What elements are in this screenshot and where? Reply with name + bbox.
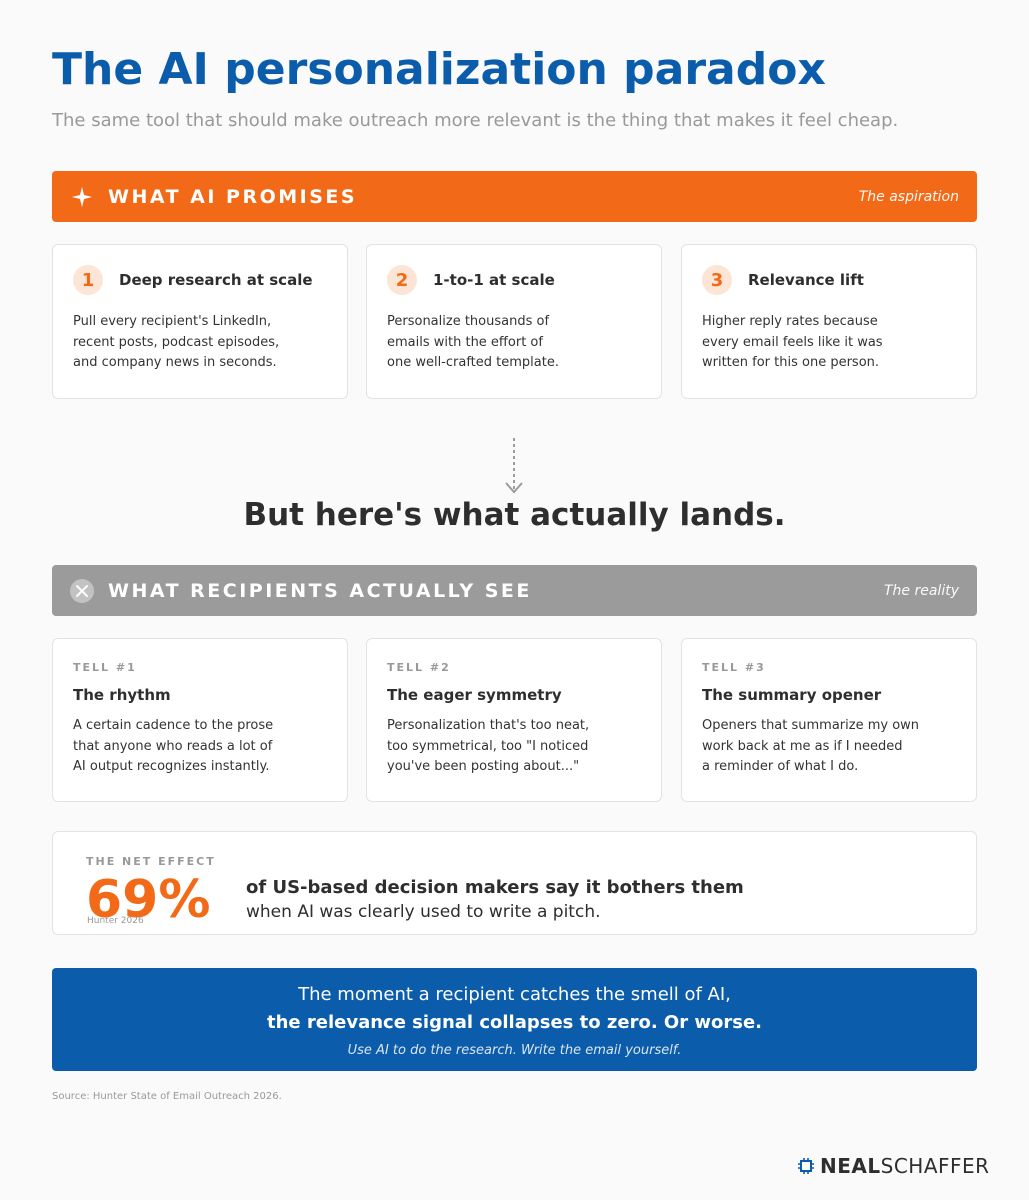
tell-tag: TELL #3 bbox=[702, 661, 766, 674]
closing-advice: Use AI to do the research. Write the ema… bbox=[347, 1043, 682, 1058]
reality-label: WHAT RECIPIENTS ACTUALLY SEE bbox=[108, 579, 532, 602]
brand-second: SCHAFFER bbox=[880, 1154, 990, 1178]
tell-title: The summary opener bbox=[702, 686, 882, 704]
promises-note: The aspiration bbox=[858, 188, 959, 205]
sparkle-icon bbox=[70, 185, 94, 209]
pivot-heading: But here's what actually lands. bbox=[243, 497, 786, 533]
closing-banner: The moment a recipient catches the smell… bbox=[52, 968, 977, 1071]
page-title: The AI personalization paradox bbox=[52, 44, 826, 95]
page-subtitle: The same tool that should make outreach … bbox=[52, 110, 899, 131]
tell-card: TELL #2 The eager symmetry Personalizati… bbox=[366, 638, 662, 802]
promises-banner: WHAT AI PROMISES The aspiration bbox=[52, 171, 977, 222]
net-effect-card: THE NET EFFECT 69% Hunter 2026 of US-bas… bbox=[52, 831, 977, 935]
promises-label: WHAT AI PROMISES bbox=[108, 185, 358, 208]
tell-body: A certain cadence to the prose that anyo… bbox=[73, 718, 274, 774]
tell-title: The rhythm bbox=[73, 686, 171, 704]
net-effect-source: Hunter 2026 bbox=[87, 916, 144, 926]
promise-title: Relevance lift bbox=[748, 271, 864, 289]
net-effect-tag: THE NET EFFECT bbox=[86, 855, 216, 868]
net-effect-detail: when AI was clearly used to write a pitc… bbox=[246, 902, 601, 922]
closing-emphasis: the relevance signal collapses to zero. … bbox=[266, 1012, 763, 1033]
brand-logo: NEAL SCHAFFER bbox=[796, 1154, 990, 1178]
tell-body: Personalization that's too neat, too sym… bbox=[387, 718, 590, 774]
down-arrow-icon bbox=[505, 438, 523, 494]
promise-body: Pull every recipient's LinkedIn, recent … bbox=[73, 314, 280, 370]
source-note: Source: Hunter State of Email Outreach 2… bbox=[52, 1091, 282, 1102]
net-effect-statement: of US-based decision makers say it bothe… bbox=[246, 877, 744, 898]
number-badge: 2 bbox=[387, 265, 417, 295]
tell-body: Openers that summarize my own work back … bbox=[702, 718, 920, 774]
reality-note: The reality bbox=[884, 582, 959, 599]
reality-banner: WHAT RECIPIENTS ACTUALLY SEE The reality bbox=[52, 565, 977, 616]
promise-card: 1 Deep research at scale Pull every reci… bbox=[52, 244, 348, 399]
promise-title: Deep research at scale bbox=[119, 271, 313, 289]
brand-first: NEAL bbox=[820, 1154, 881, 1178]
chip-logo-icon bbox=[798, 1158, 814, 1174]
tell-card: TELL #3 The summary opener Openers that … bbox=[681, 638, 977, 802]
closing-line: The moment a recipient catches the smell… bbox=[298, 984, 731, 1005]
number-badge: 3 bbox=[702, 265, 732, 295]
promise-card: 2 1-to-1 at scale Personalize thousands … bbox=[366, 244, 662, 399]
promise-body: Personalize thousands of emails with the… bbox=[387, 314, 559, 370]
tell-tag: TELL #1 bbox=[73, 661, 137, 674]
x-circle-icon bbox=[70, 578, 94, 603]
promise-title: 1-to-1 at scale bbox=[433, 271, 555, 289]
tell-title: The eager symmetry bbox=[387, 686, 562, 704]
number-badge: 1 bbox=[73, 265, 103, 295]
promise-card: 3 Relevance lift Higher reply rates beca… bbox=[681, 244, 977, 399]
promise-body: Higher reply rates because every email f… bbox=[702, 314, 883, 370]
tell-card: TELL #1 The rhythm A certain cadence to … bbox=[52, 638, 348, 802]
net-effect-percent: 69% bbox=[86, 870, 211, 930]
tell-tag: TELL #2 bbox=[387, 661, 451, 674]
